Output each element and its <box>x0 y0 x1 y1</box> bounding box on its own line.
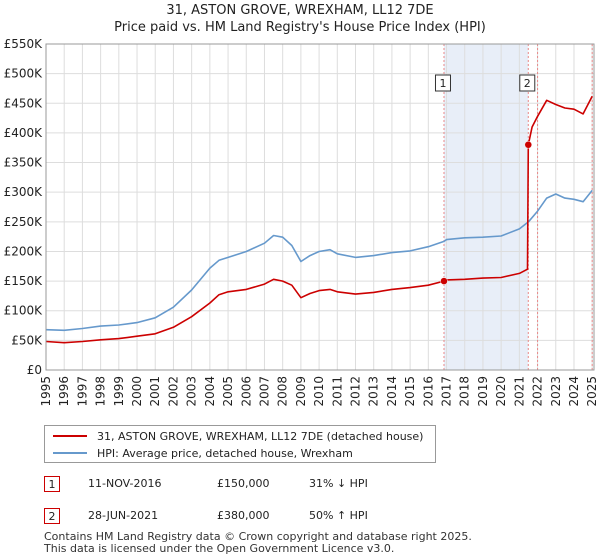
x-tick-label: 2023 <box>549 376 563 407</box>
footer-line-2: This data is licensed under the Open Gov… <box>44 542 395 555</box>
y-tick-label: £350K <box>4 156 44 170</box>
shaded-ownership-range <box>443 44 529 370</box>
y-tick-label: £550K <box>4 37 44 51</box>
x-tick-label: 2017 <box>440 376 454 407</box>
x-tick-label: 2021 <box>512 376 526 407</box>
legend-label-property: 31, ASTON GROVE, WREXHAM, LL12 7DE (deta… <box>97 429 424 443</box>
sale-hpi-1: 31% ↓ HPI <box>309 477 368 490</box>
x-tick-label: 2010 <box>312 376 326 407</box>
y-tick-label: £150K <box>4 274 44 288</box>
x-tick-label: 2015 <box>403 376 417 407</box>
chart-title: 31, ASTON GROVE, WREXHAM, LL12 7DE Price… <box>0 2 600 36</box>
annotation-box-1 <box>434 74 451 92</box>
annotation-label-1: 1 <box>439 77 446 90</box>
y-tick-label: £500K <box>4 67 44 81</box>
x-tick-label: 1995 <box>39 376 53 407</box>
series-line-hpi <box>45 189 593 332</box>
x-tick-label: 1999 <box>112 376 126 407</box>
sale-badge-1: 1 <box>44 476 60 492</box>
title-line-2: Price paid vs. HM Land Registry's House … <box>114 20 486 35</box>
annotation-box-2 <box>519 74 536 92</box>
footer-line-1: Contains HM Land Registry data © Crown c… <box>44 530 472 543</box>
legend-swatch-hpi <box>53 452 87 454</box>
x-tick-label: 2008 <box>276 376 290 407</box>
x-tick-label: 1996 <box>57 376 71 407</box>
sale-badge-2: 2 <box>44 508 60 524</box>
annotation-label-2: 2 <box>524 77 531 90</box>
sale-date-1: 11-NOV-2016 <box>88 477 162 490</box>
sale-point-2 <box>524 141 533 149</box>
x-tick-label: 2003 <box>185 376 199 407</box>
footer: Contains HM Land Registry data © Crown c… <box>44 531 584 555</box>
x-tick-label: 2012 <box>349 376 363 407</box>
legend-swatch-property <box>53 435 87 437</box>
legend-label-hpi: HPI: Average price, detached house, Wrex… <box>97 446 353 460</box>
y-tick-label: £0 <box>27 363 42 377</box>
x-tick-label: 2016 <box>421 376 435 407</box>
x-tick-label: 2022 <box>531 376 545 407</box>
legend-item-property: 31, ASTON GROVE, WREXHAM, LL12 7DE (deta… <box>53 428 423 444</box>
series-line-property <box>45 95 593 344</box>
x-tick-label: 2019 <box>476 376 490 407</box>
x-tick-label: 2025 <box>585 376 599 407</box>
x-tick-label: 2020 <box>494 376 508 407</box>
y-tick-label: £400K <box>4 126 44 140</box>
y-tick-label: £250K <box>4 215 44 229</box>
x-tick-label: 2011 <box>330 376 344 407</box>
y-tick-label: £300K <box>4 185 44 199</box>
x-tick-label: 1997 <box>75 376 89 407</box>
x-tick-label: 2013 <box>367 376 381 407</box>
x-tick-label: 2018 <box>458 376 472 407</box>
x-tick-label: 1998 <box>94 376 108 407</box>
legend-item-hpi: HPI: Average price, detached house, Wrex… <box>53 445 353 461</box>
sale-date-2: 28-JUN-2021 <box>88 509 159 522</box>
x-tick-label: 2002 <box>166 376 180 407</box>
x-tick-label: 2014 <box>385 376 399 407</box>
x-tick-label: 2024 <box>567 376 581 407</box>
title-line-1: 31, ASTON GROVE, WREXHAM, LL12 7DE <box>166 3 434 18</box>
x-tick-label: 2005 <box>221 376 235 407</box>
sale-point-1 <box>440 277 448 285</box>
sale-price-2: £380,000 <box>217 509 270 522</box>
price-chart: 1 2 £0 £50K £100K £150K £200K £250K £300K £350K £… <box>4 37 600 407</box>
x-tick-label: 2009 <box>294 376 308 407</box>
y-tick-label: £200K <box>4 244 44 258</box>
sale-price-1: £150,000 <box>217 477 270 490</box>
y-tick-label: £50K <box>11 333 43 347</box>
x-tick-label: 2007 <box>257 376 271 407</box>
x-tick-label: 2000 <box>130 376 144 407</box>
x-tick-label: 2006 <box>239 376 253 407</box>
x-tick-label: 2001 <box>148 376 162 407</box>
y-tick-label: £450K <box>4 96 44 110</box>
y-tick-label: £100K <box>4 304 44 318</box>
plot-frame <box>45 43 595 371</box>
x-tick-label: 2004 <box>203 376 217 407</box>
legend: 31, ASTON GROVE, WREXHAM, LL12 7DE (deta… <box>44 425 436 463</box>
sale-hpi-2: 50% ↑ HPI <box>309 509 368 522</box>
